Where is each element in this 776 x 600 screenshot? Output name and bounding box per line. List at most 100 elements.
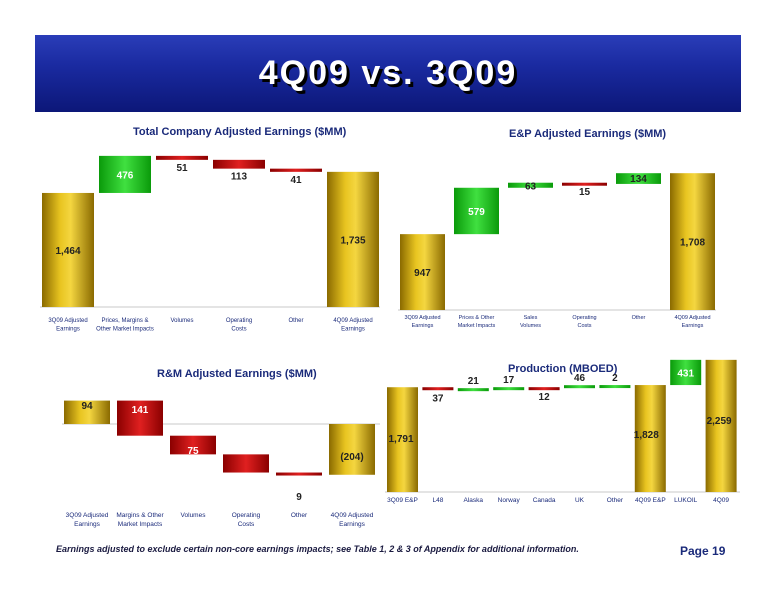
category-label: 3Q09 Adjusted bbox=[48, 318, 87, 324]
category-label: Prices & Other bbox=[459, 315, 495, 321]
bar-increase bbox=[454, 187, 499, 235]
category-label: Volumes bbox=[181, 512, 207, 519]
value-label: 2,259 bbox=[707, 416, 732, 427]
category-label: LUKOIL bbox=[674, 497, 698, 504]
bar-increase bbox=[508, 182, 553, 188]
category-label: Earnings bbox=[341, 327, 365, 333]
chart-title-total-company: Total Company Adjusted Earnings ($MM) bbox=[133, 126, 347, 138]
value-label: 1,791 bbox=[388, 434, 413, 445]
bar-increase bbox=[457, 388, 489, 392]
category-label: Market Impacts bbox=[458, 323, 496, 329]
bar-total bbox=[329, 424, 375, 475]
bar-total bbox=[400, 234, 445, 310]
bar-increase bbox=[493, 387, 525, 391]
category-label: Costs bbox=[238, 521, 255, 528]
bar-total bbox=[42, 192, 94, 307]
bar-decrease bbox=[562, 182, 607, 186]
bar-total bbox=[705, 359, 737, 492]
chart-production: 1,791 3Q09 E&P 37 L48 21 Alaska 17 Norway 12 Cana… bbox=[385, 359, 740, 504]
category-label: L48 bbox=[432, 497, 443, 504]
value-label: 75 bbox=[187, 446, 199, 457]
value-label: 113 bbox=[231, 172, 248, 183]
value-label: 134 bbox=[630, 174, 647, 185]
bar-decrease bbox=[270, 168, 322, 172]
value-label: 431 bbox=[677, 368, 694, 379]
category-label: 4Q09 Adjusted bbox=[333, 318, 372, 324]
value-label: 12 bbox=[539, 392, 551, 403]
value-label: 579 bbox=[468, 207, 485, 218]
value-label: 94 bbox=[81, 401, 93, 412]
page-number: Page 19 bbox=[680, 544, 726, 558]
value-label: 15 bbox=[579, 187, 591, 198]
bar-decrease bbox=[528, 387, 560, 391]
bar-decrease bbox=[276, 472, 322, 476]
chart-rm: 94 3Q09 Adjusted Earnings 141 Margins & Othe… bbox=[62, 400, 380, 528]
value-label: 9 bbox=[296, 492, 302, 503]
category-label: Earnings bbox=[56, 327, 80, 333]
category-label: Other bbox=[632, 315, 646, 321]
category-label: Other bbox=[291, 512, 308, 519]
bar-total bbox=[327, 171, 379, 307]
category-label: Canada bbox=[533, 497, 556, 504]
bar-increase bbox=[670, 359, 702, 386]
chart-ep: 947 3Q09 Adjusted Earnings 579 Prices & Othe… bbox=[398, 173, 716, 329]
value-label: 947 bbox=[414, 268, 431, 279]
category-label: Operating bbox=[232, 512, 261, 519]
category-label: UK bbox=[575, 497, 585, 504]
title-banner: 4Q09 vs. 3Q09 bbox=[35, 35, 741, 112]
category-label: Other Market Impacts bbox=[96, 327, 154, 333]
value-label: 46 bbox=[574, 373, 586, 384]
category-label: Volumes bbox=[170, 318, 193, 324]
chart-title-ep: E&P Adjusted Earnings ($MM) bbox=[509, 128, 667, 140]
bar-decrease bbox=[117, 400, 163, 436]
category-label: 3Q09 Adjusted bbox=[404, 315, 440, 321]
bar-increase bbox=[99, 155, 151, 193]
bar-increase bbox=[599, 385, 631, 389]
bar-decrease bbox=[170, 435, 216, 455]
value-label: (204) bbox=[340, 452, 363, 463]
chart-title-rm: R&M Adjusted Earnings ($MM) bbox=[157, 368, 317, 380]
category-label: 4Q09 bbox=[713, 497, 729, 504]
bar-decrease bbox=[213, 159, 265, 169]
category-label: Operating bbox=[226, 318, 252, 324]
category-label: 4Q09 Adjusted bbox=[674, 315, 710, 321]
category-label: Prices, Margins & bbox=[101, 318, 148, 324]
chart-total-company: 1,464 3Q09 Adjusted Earnings 476 Prices, Mar… bbox=[40, 155, 380, 333]
bar-total bbox=[64, 400, 110, 424]
value-label: 476 bbox=[117, 170, 134, 181]
category-label: Sales bbox=[524, 315, 538, 321]
bar-total bbox=[670, 173, 715, 310]
value-label: 41 bbox=[290, 175, 302, 186]
category-label: Earnings bbox=[682, 323, 704, 329]
category-label: Margins & Other bbox=[116, 512, 164, 519]
category-label: 4Q09 E&P bbox=[635, 497, 666, 504]
bar-decrease bbox=[156, 155, 208, 160]
footnote: Earnings adjusted to exclude certain non… bbox=[56, 544, 579, 554]
category-label: 3Q09 Adjusted bbox=[66, 512, 109, 519]
value-label: 1,464 bbox=[55, 246, 80, 257]
value-label: 17 bbox=[503, 375, 515, 386]
value-label: 1,708 bbox=[680, 238, 705, 249]
bar-decrease bbox=[223, 454, 269, 473]
category-label: 4Q09 Adjusted bbox=[331, 512, 374, 519]
category-label: Volumes bbox=[520, 323, 541, 329]
value-label: 63 bbox=[525, 182, 537, 193]
page-title: 4Q09 vs. 3Q09 bbox=[258, 54, 518, 92]
value-label: 141 bbox=[132, 405, 149, 416]
chart-title-production: Production (MBOED) bbox=[508, 363, 618, 375]
category-label: Earnings bbox=[74, 521, 100, 528]
category-label: Earnings bbox=[339, 521, 365, 528]
bar-decrease bbox=[422, 387, 454, 391]
category-label: Operating bbox=[572, 315, 596, 321]
value-label: 73 bbox=[240, 472, 252, 483]
category-label: 3Q09 E&P bbox=[387, 497, 418, 504]
bar-increase bbox=[616, 173, 661, 184]
bar-total bbox=[387, 387, 418, 492]
bar-increase bbox=[564, 385, 595, 389]
category-label: Costs bbox=[577, 323, 591, 329]
bar-total bbox=[634, 385, 666, 492]
category-label: Other bbox=[607, 497, 624, 504]
value-label: 2 bbox=[612, 373, 618, 384]
value-label: 1,735 bbox=[340, 235, 365, 246]
